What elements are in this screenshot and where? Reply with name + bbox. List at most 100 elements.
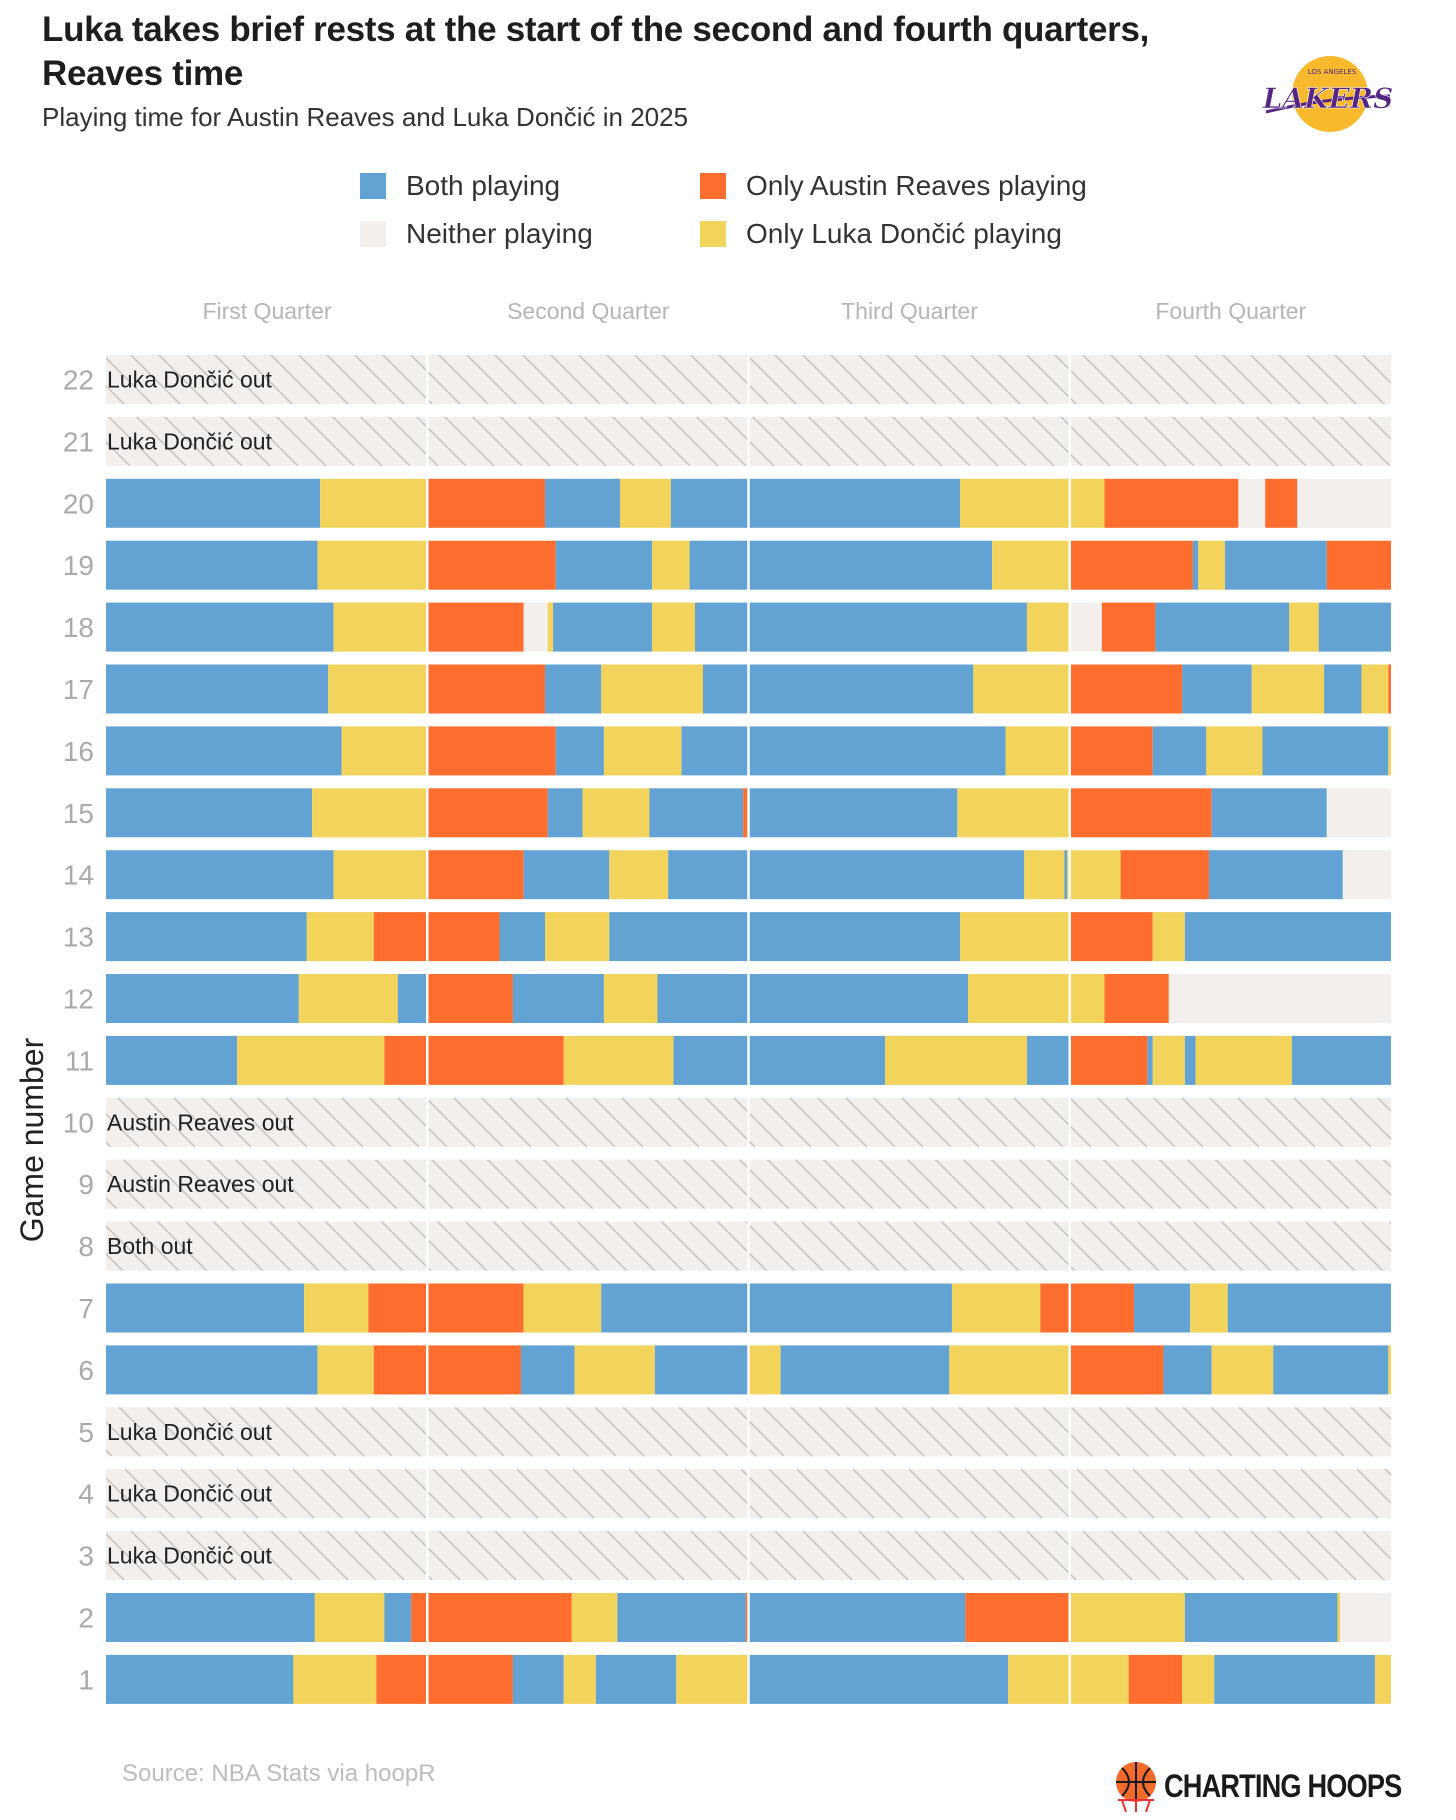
y-tick-label: 7 [78,1293,94,1324]
segment-L [603,726,682,776]
segment-L [317,1345,374,1395]
y-tick-label: 14 [63,860,94,891]
segment-N [1340,1593,1391,1642]
segment-B [694,602,1027,652]
segment-L [333,602,428,652]
segment-R [376,1654,513,1704]
basketball-icon [1116,1762,1156,1812]
segment-B [595,1654,677,1704]
segment-R [368,1283,524,1333]
segment-B [1184,1593,1338,1642]
segment-R [1128,1654,1183,1704]
out-label: Luka Dončić out [107,1543,273,1569]
segment-L [1069,1593,1185,1642]
segment-B [673,1035,886,1085]
y-tick-label: 6 [78,1355,94,1386]
out-label: Luka Dončić out [107,428,273,454]
segment-R [427,726,556,776]
segment-L [601,664,703,714]
legend-label: Only Luka Dončić playing [746,218,1062,249]
segment-L [563,1035,674,1085]
segment-B [1155,602,1290,652]
segment-B [523,850,610,900]
out-label: Luka Dončić out [107,1481,273,1507]
segment-L [293,1654,377,1704]
segment-B [1152,726,1207,776]
segment-R [1069,664,1183,714]
segment-B [1147,1035,1153,1085]
segment-R [427,664,546,714]
segment-B [1225,540,1327,590]
y-tick-label: 16 [63,736,94,767]
segment-L [574,1345,655,1395]
segment-L [547,602,554,652]
segment-B [520,1345,575,1395]
segment-L [609,850,669,900]
segment-B [689,540,993,590]
segment-R [1069,1035,1148,1085]
segment-B [106,664,329,714]
out-label: Luka Dončić out [107,367,273,393]
quarter-label: Second Quarter [507,298,670,324]
segment-L [1190,1283,1228,1333]
segment-L [652,540,690,590]
segment-L [1182,1654,1215,1704]
segment-N [1168,974,1391,1023]
out-label: Both out [107,1233,193,1259]
segment-R [427,602,524,652]
segment-R [745,1593,749,1642]
legend-item: Neither playing [360,218,593,250]
charting-hoops-logo: CHARTING HOOPS [1112,1760,1443,1812]
segment-B [1262,726,1389,776]
segment-R [1069,788,1212,838]
segment-N [1238,478,1266,528]
segment-B [702,664,974,714]
segment-B [106,1654,294,1704]
segment-B [545,664,602,714]
segment-R [1069,1345,1164,1395]
svg-text:LAKERS: LAKERS [1262,82,1392,115]
segment-B [780,1345,950,1395]
segment-L [237,1035,385,1085]
segment-B [1211,788,1327,838]
segment-R [1104,974,1169,1023]
segment-R [1069,912,1153,962]
segment-L [1374,1654,1391,1704]
y-tick-label: 15 [63,798,94,829]
segment-B [106,1345,318,1395]
segment-R [427,788,548,838]
segment-L [582,788,650,838]
segment-R [1120,850,1209,900]
source-note: Source: NBA Stats via hoopR [122,1760,436,1787]
segment-L [1152,912,1185,962]
segment-B [1291,1035,1391,1085]
lakers-logo: LAKERS LOS ANGELES [1262,56,1392,132]
y-tick-label: 13 [63,922,94,953]
segment-B [1064,850,1068,900]
segment-B [748,788,958,838]
y-tick-label: 4 [78,1479,94,1510]
segment-B [106,1593,315,1642]
segment-L [523,1283,602,1333]
y-tick-label: 10 [63,1107,94,1138]
y-tick-label: 3 [78,1541,94,1572]
segment-B [555,540,653,590]
segment-L [298,974,398,1023]
segment-B [553,602,653,652]
segment-L [949,1345,1070,1395]
segment-R [427,478,546,528]
segment-B [106,602,334,652]
y-tick-label: 9 [78,1169,94,1200]
segment-L [1206,726,1263,776]
segment-R [1069,726,1153,776]
segment-B [512,1654,564,1704]
segment-B [384,1593,412,1642]
segment-B [1214,1654,1375,1704]
segment-B [106,1283,305,1333]
segment-B [657,974,969,1023]
segment-N [1297,478,1391,528]
segment-L [957,788,1070,838]
segment-L [1337,1593,1341,1642]
segment-B [1134,1283,1191,1333]
segment-R [427,850,524,900]
